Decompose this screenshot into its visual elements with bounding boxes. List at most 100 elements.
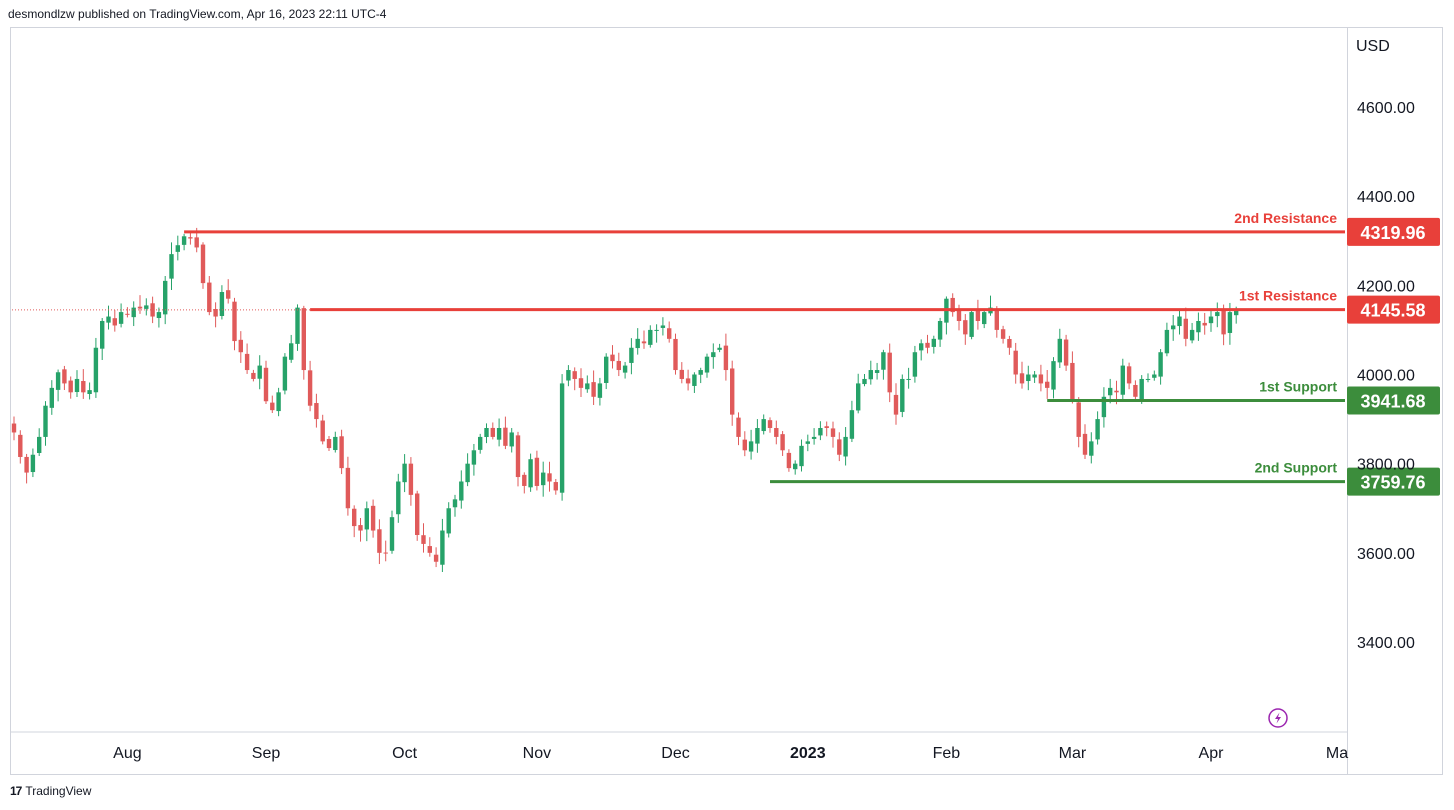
candle (1221, 304, 1226, 346)
candle (711, 343, 716, 369)
lightning-icon[interactable] (1268, 708, 1288, 728)
candle (478, 433, 483, 454)
candle (1070, 351, 1075, 404)
candle (824, 421, 829, 437)
candle (673, 333, 678, 375)
candle (534, 450, 540, 491)
candle (950, 293, 955, 317)
level-price-label: 3759.76 (1360, 473, 1425, 493)
footer-brand: TradingView (25, 784, 92, 798)
candle (1095, 411, 1100, 445)
candle (937, 317, 943, 347)
candle (396, 473, 401, 523)
candle (635, 328, 640, 355)
candle (1126, 362, 1132, 390)
candle (931, 335, 936, 354)
level-name: 2nd Resistance (1234, 210, 1337, 226)
candle (1038, 364, 1044, 392)
candle (11, 416, 17, 441)
candle (629, 338, 634, 375)
candle (1208, 310, 1214, 332)
candle (459, 470, 464, 509)
candle (843, 427, 848, 466)
candle (522, 472, 527, 494)
x-tick-label: Apr (1199, 745, 1225, 762)
candle (150, 296, 155, 324)
candle (736, 412, 741, 446)
candle (352, 505, 357, 538)
candle (471, 443, 477, 476)
candle (1000, 325, 1006, 344)
y-tick-label: 4400.00 (1357, 189, 1415, 206)
candle (238, 331, 243, 363)
candle (37, 428, 42, 456)
candle (830, 421, 836, 448)
candle (49, 380, 54, 415)
resistance-level[interactable]: 2nd Resistance 4319.96 (184, 210, 1440, 246)
candle (93, 337, 99, 398)
candle (1202, 312, 1207, 335)
candle (383, 540, 388, 562)
y-tick-label: 4600.00 (1357, 100, 1415, 117)
candle (358, 517, 363, 542)
candle (1019, 361, 1025, 389)
x-tick-label: 2023 (790, 745, 826, 762)
candle (975, 299, 981, 330)
candle (490, 422, 495, 440)
candle (667, 321, 672, 343)
candle (1032, 370, 1037, 383)
candle (377, 519, 382, 565)
candle (648, 325, 653, 348)
candle (188, 232, 193, 245)
publish-info: desmondlzw published on TradingView.com,… (8, 7, 387, 21)
level-price-badge (1347, 217, 1440, 246)
currency-label: USD (1356, 38, 1390, 55)
candle (370, 499, 376, 538)
candle (415, 490, 420, 541)
candle (421, 523, 426, 553)
candle (982, 309, 987, 329)
candle (509, 428, 514, 453)
candle (1013, 342, 1018, 384)
level-name: 2nd Support (1255, 460, 1338, 476)
candle (301, 305, 306, 380)
candle (100, 317, 105, 360)
levels: 2nd Resistance 4319.96 1st Resistance 4145.… (184, 210, 1440, 496)
candle (30, 448, 36, 478)
candle (969, 308, 974, 340)
candle (408, 457, 414, 506)
candle (43, 401, 48, 446)
resistance-level[interactable]: 1st Resistance 4145.58 (310, 288, 1440, 324)
candle (566, 365, 571, 387)
candle (925, 334, 930, 354)
candle (578, 368, 584, 398)
candle (881, 349, 886, 380)
level-price-label: 4145.58 (1360, 301, 1425, 321)
candle (1215, 302, 1220, 328)
candle (761, 414, 766, 435)
candle (163, 275, 168, 325)
candle (452, 494, 458, 517)
candle (906, 367, 911, 389)
x-tick-label: Aug (113, 745, 141, 762)
candle (793, 460, 798, 475)
candle (1171, 314, 1176, 341)
candle (156, 307, 162, 328)
support-level[interactable]: 2nd Support 3759.76 (770, 460, 1440, 496)
support-level[interactable]: 1st Support 3941.68 (1047, 379, 1440, 415)
tradingview-logo-icon[interactable]: 17 (10, 784, 22, 798)
candle (1057, 328, 1062, 368)
level-price-badge (1347, 295, 1440, 324)
candle (200, 242, 206, 289)
x-tick-label: Oct (392, 745, 417, 762)
x-tick-label: Feb (933, 745, 961, 762)
candles (11, 227, 1345, 573)
candle (541, 461, 546, 497)
candle (994, 306, 999, 338)
candle (427, 537, 432, 557)
candle (698, 367, 703, 384)
candle (440, 518, 445, 573)
candle (1196, 312, 1201, 341)
chart-pane[interactable] (10, 27, 1347, 775)
candle (326, 435, 332, 451)
